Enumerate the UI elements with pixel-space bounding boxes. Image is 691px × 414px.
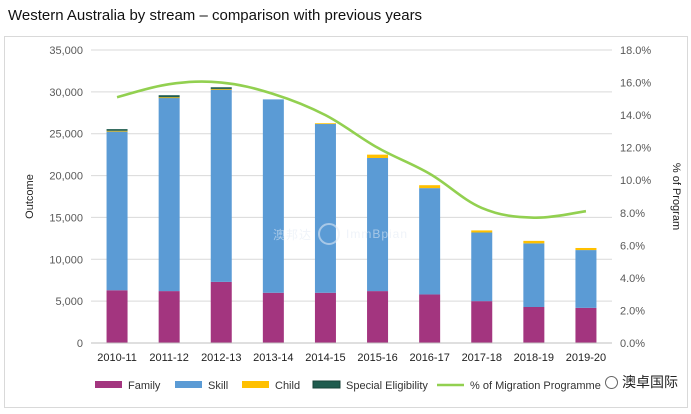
y2-tick-label: 0.0% bbox=[620, 338, 645, 350]
bar-family bbox=[367, 291, 389, 343]
legend-family-swatch bbox=[95, 381, 122, 388]
y-tick-label: 15,000 bbox=[49, 212, 83, 224]
bar-child bbox=[210, 88, 232, 90]
legend-skill-label: Skill bbox=[208, 380, 228, 392]
bar-family bbox=[575, 307, 597, 343]
y2-tick-label: 8.0% bbox=[620, 208, 645, 220]
bar-family bbox=[523, 307, 545, 343]
y2-tick-label: 10.0% bbox=[620, 175, 651, 187]
bar-child bbox=[575, 247, 597, 251]
legend-skill-swatch bbox=[175, 381, 202, 388]
bar-skill bbox=[106, 131, 128, 291]
bar-skill bbox=[158, 97, 180, 292]
bar-family bbox=[158, 291, 180, 343]
y-tick-label: 35,000 bbox=[49, 45, 83, 57]
bar-special-eligibility bbox=[106, 129, 128, 131]
bar-family bbox=[106, 290, 128, 343]
legend-family-label: Family bbox=[128, 380, 161, 392]
legend-child-swatch bbox=[242, 381, 269, 388]
bar-family bbox=[471, 301, 493, 343]
bar-child bbox=[314, 123, 336, 125]
wechat-badge: 澳卓国际 bbox=[602, 371, 681, 393]
x-tick-label: 2016-17 bbox=[409, 352, 449, 364]
y-tick-label: 10,000 bbox=[49, 254, 83, 266]
x-tick-label: 2015-16 bbox=[357, 352, 397, 364]
bar-skill bbox=[523, 243, 545, 308]
bar-special-eligibility bbox=[158, 95, 180, 98]
bar-skill bbox=[419, 188, 441, 295]
x-tick-label: 2010-11 bbox=[97, 352, 137, 364]
y-tick-label: 5,000 bbox=[55, 296, 83, 308]
bar-family bbox=[262, 292, 284, 343]
x-tick-label: 2014-15 bbox=[305, 352, 345, 364]
y2-tick-label: 6.0% bbox=[620, 240, 645, 252]
y-tick-label: 20,000 bbox=[49, 171, 83, 183]
bar-child bbox=[523, 240, 545, 244]
y2-tick-label: 14.0% bbox=[620, 110, 651, 122]
bar-skill bbox=[471, 232, 493, 302]
y2-tick-label: 16.0% bbox=[620, 78, 651, 90]
chart-svg: 0 5,000 10,000 15,000 20,000 25,000 30,000 35,0… bbox=[24, 45, 682, 392]
y-tick-label: 0 bbox=[77, 338, 83, 350]
bar-child bbox=[419, 185, 441, 189]
y2-tick-label: 4.0% bbox=[620, 273, 645, 285]
y2-tick-label: 18.0% bbox=[620, 45, 651, 57]
bar-family bbox=[314, 292, 336, 343]
bar-skill bbox=[367, 157, 389, 292]
bar-child bbox=[106, 130, 128, 132]
legend-child-label: Child bbox=[275, 380, 300, 392]
y-axis-title: Outcome bbox=[24, 174, 36, 219]
x-tick-label: 2011-12 bbox=[149, 352, 189, 364]
bar-family bbox=[419, 294, 441, 343]
bar-skill bbox=[314, 123, 336, 293]
bar-skill bbox=[575, 250, 597, 308]
y2-axis-title: % of Program bbox=[670, 163, 682, 230]
y-tick-label: 25,000 bbox=[49, 129, 83, 141]
bar-family bbox=[210, 281, 232, 343]
watermark: 澳邦达 ImmBpian bbox=[273, 223, 408, 245]
x-tick-label: 2019-20 bbox=[566, 352, 606, 364]
legend-special-eligibility-label: Special Eligibility bbox=[346, 380, 428, 392]
watermark-subtext: ImmBpian bbox=[346, 227, 409, 241]
line-migration-pct bbox=[116, 80, 587, 219]
watermark-logo-icon bbox=[318, 223, 341, 245]
watermark-text: 澳邦达 bbox=[273, 227, 313, 242]
wechat-icon bbox=[605, 375, 618, 389]
chart-title: Western Australia by stream – comparison… bbox=[8, 7, 423, 24]
y2-tick-label: 2.0% bbox=[620, 305, 645, 317]
bar-child bbox=[158, 97, 180, 99]
bar-special-eligibility bbox=[210, 87, 232, 89]
x-tick-label: 2018-19 bbox=[514, 352, 554, 364]
legend-special-eligibility-swatch bbox=[312, 380, 341, 389]
x-tick-label: 2017-18 bbox=[462, 352, 502, 364]
bar-skill bbox=[210, 89, 232, 282]
y2-tick-label: 12.0% bbox=[620, 143, 651, 155]
legend-migration-pct-label: % of Migration Programme bbox=[470, 380, 601, 392]
bar-child bbox=[471, 230, 493, 233]
wechat-account-name: 澳卓国际 bbox=[622, 375, 678, 391]
y-tick-label: 30,000 bbox=[49, 87, 83, 99]
x-tick-label: 2012-13 bbox=[201, 352, 241, 364]
chart-frame: 0 5,000 10,000 15,000 20,000 25,000 30,000 35,0… bbox=[4, 36, 688, 408]
bar-child bbox=[367, 154, 389, 158]
bar-skill bbox=[262, 99, 284, 293]
x-tick-label: 2013-14 bbox=[253, 352, 293, 364]
